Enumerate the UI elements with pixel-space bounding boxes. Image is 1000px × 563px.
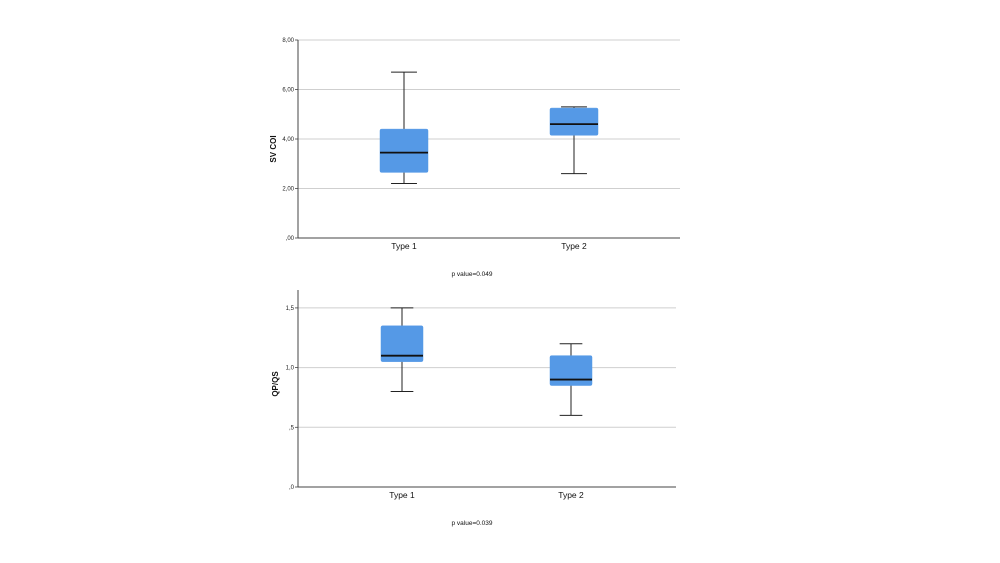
y-tick-label: 8,00 bbox=[282, 38, 294, 44]
category-label: Type 2 bbox=[558, 490, 584, 500]
p-value-annotation: p value=0.039 bbox=[451, 520, 492, 527]
iqr-box bbox=[549, 355, 593, 386]
y-axis-label: QP/QS bbox=[271, 371, 280, 397]
y-tick-label: ,5 bbox=[289, 425, 295, 431]
box-type-1 bbox=[379, 71, 429, 185]
y-tick-label: ,00 bbox=[286, 236, 295, 242]
y-tick-label: 1,0 bbox=[286, 366, 295, 372]
y-tick-label: 4,00 bbox=[282, 137, 294, 143]
axes bbox=[295, 39, 680, 239]
category-label: Type 1 bbox=[391, 241, 417, 251]
y-tick-labels: ,0 ,5 1,0 1,5 bbox=[286, 306, 295, 491]
y-tick-label: ,0 bbox=[289, 485, 295, 491]
box-plot-qp-qs: ,0 ,5 1,0 1,5 Type 1 Type 2 QP/QS p value=0.… bbox=[271, 290, 676, 527]
box-type-2 bbox=[549, 106, 599, 175]
iqr-box bbox=[549, 107, 599, 136]
category-label: Type 1 bbox=[389, 490, 415, 500]
y-tick-labels: ,00 2,00 4,00 6,00 8,00 bbox=[282, 38, 294, 242]
boxes bbox=[380, 307, 593, 416]
y-tick-label: 6,00 bbox=[282, 88, 294, 94]
p-value-annotation: p value=0.049 bbox=[451, 271, 492, 278]
category-labels: Type 1 Type 2 bbox=[389, 490, 584, 500]
boxes bbox=[379, 71, 599, 185]
box-type-2 bbox=[549, 343, 593, 416]
category-label: Type 2 bbox=[561, 241, 587, 251]
grid-lines bbox=[298, 307, 676, 428]
box-type-1 bbox=[380, 307, 424, 392]
y-tick-label: 2,00 bbox=[282, 187, 294, 193]
iqr-box bbox=[380, 325, 424, 362]
box-plot-sv-coi: ,002,004,006,008,00 Type 1 Type 2 SV COI … bbox=[269, 38, 680, 278]
axes bbox=[295, 290, 676, 488]
category-labels: Type 1 Type 2 bbox=[391, 241, 587, 251]
y-tick-label: 1,5 bbox=[286, 306, 295, 312]
y-axis-label: SV COI bbox=[269, 135, 278, 162]
iqr-box bbox=[379, 128, 429, 173]
grid-lines bbox=[298, 39, 680, 189]
